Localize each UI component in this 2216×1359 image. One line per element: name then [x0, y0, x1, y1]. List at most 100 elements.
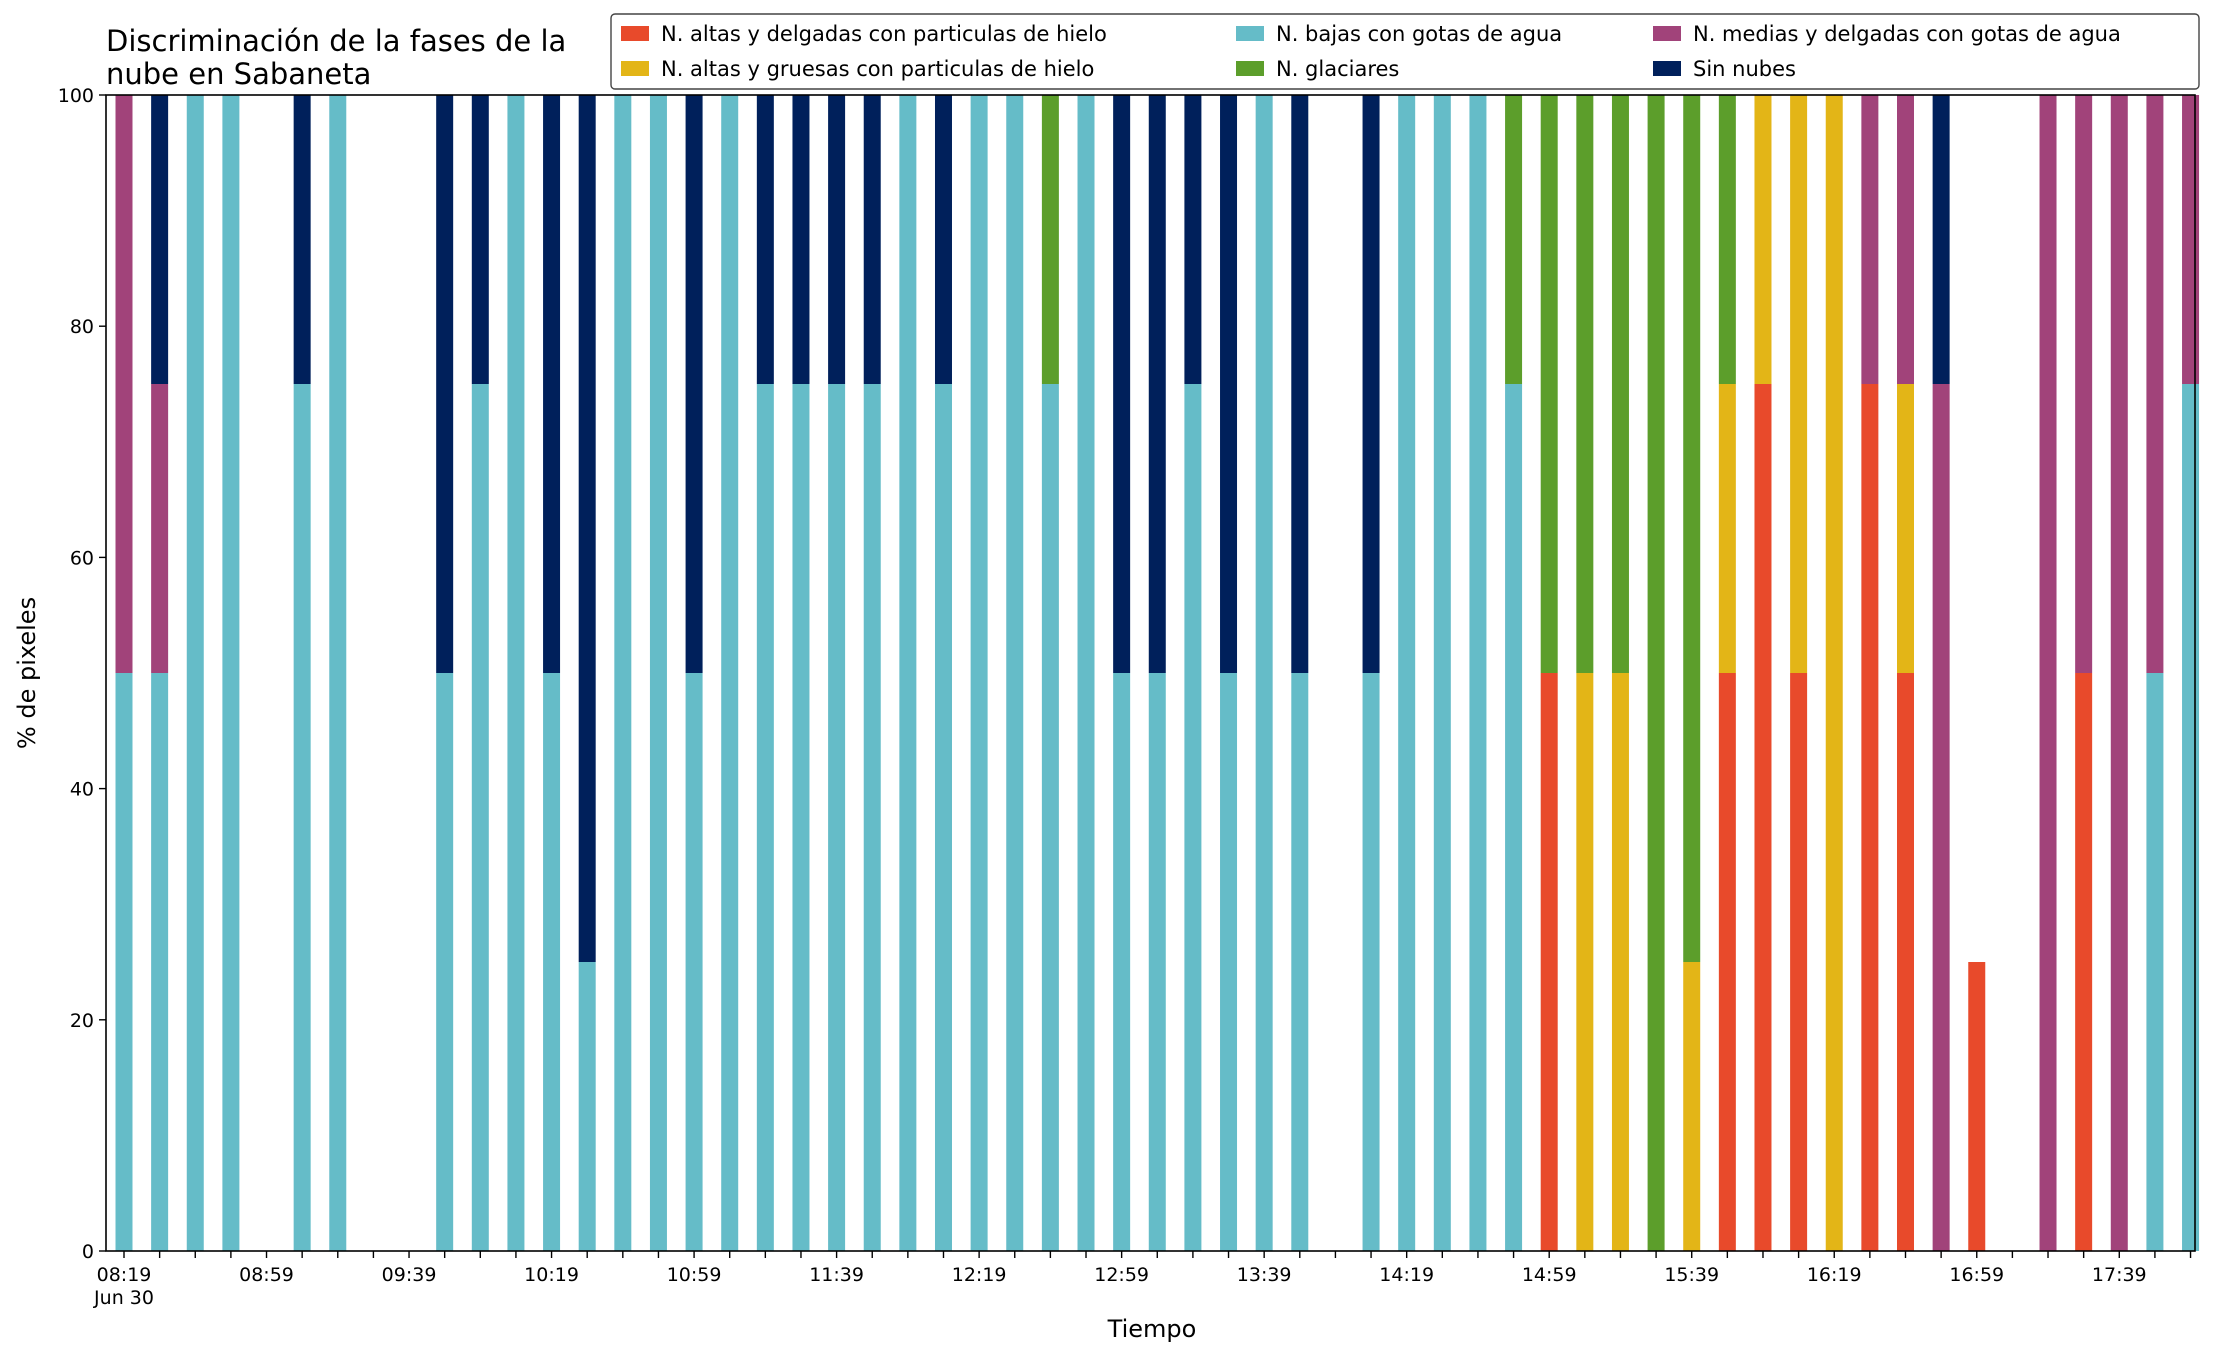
bar-segment-s4-49 [1861, 95, 1879, 384]
bar-segment-s2-5 [293, 384, 311, 1251]
legend: N. altas y delgadas con particulas de hi… [610, 13, 2200, 90]
legend-swatch [1236, 26, 1264, 41]
bar-segment-s2-21 [863, 384, 881, 1251]
bar-segment-s3-43 [1647, 95, 1665, 1251]
chart-title-line-1: Discriminación de la fases de la [106, 24, 566, 58]
bar-segment-s1-41 [1576, 673, 1594, 1251]
y-tick-label: 20 [70, 1010, 94, 1032]
bar-segment-s1-50 [1897, 384, 1914, 673]
bar-segment-s4-0 [115, 95, 133, 673]
bar-segment-s0-55 [2075, 673, 2093, 1251]
bar-segment-s2-12 [543, 673, 561, 1251]
legend-swatch [1653, 61, 1681, 76]
bars-layer [115, 95, 2200, 1251]
bar-segment-s4-57 [2146, 95, 2164, 673]
bar-segment-s4-51 [1932, 384, 1950, 1251]
bar-segment-s4-50 [1897, 95, 1914, 384]
legend-label: Sin nubes [1693, 57, 1796, 81]
bar-segment-s2-27 [1077, 95, 1095, 1251]
bar-segment-s2-2 [186, 95, 204, 1251]
bar-segment-s2-35 [1362, 673, 1380, 1251]
bar-segment-s0-52 [1968, 962, 1986, 1251]
x-tick-label: 12:19 [952, 1264, 1007, 1286]
bar-segment-s5-33 [1291, 95, 1309, 673]
bar-segment-s2-3 [222, 95, 240, 1251]
bar-segment-s5-20 [828, 95, 846, 384]
bar-segment-s2-28 [1113, 673, 1131, 1251]
y-tick-label: 60 [70, 547, 94, 569]
bar-segment-s5-35 [1362, 95, 1380, 673]
bar-segment-s2-39 [1505, 384, 1523, 1251]
bar-segment-s2-25 [1006, 95, 1024, 1251]
bar-segment-s1-46 [1754, 95, 1772, 384]
bar-segment-s2-37 [1433, 95, 1451, 1251]
bar-segment-s1-44 [1683, 962, 1701, 1251]
x-tick-label: 16:59 [1949, 1264, 2004, 1286]
bar-segment-s1-47 [1790, 95, 1808, 673]
x-tick-label: 12:59 [1094, 1264, 1149, 1286]
bar-segment-s2-26 [1041, 384, 1059, 1251]
bar-segment-s2-36 [1398, 95, 1416, 1251]
bar-segment-s2-15 [649, 95, 667, 1251]
bar-segment-s5-29 [1148, 95, 1166, 673]
bar-segment-s2-11 [507, 95, 525, 1251]
x-tick-label: 14:59 [1522, 1264, 1577, 1286]
legend-label: N. bajas con gotas de agua [1276, 22, 1562, 46]
legend-label: N. altas y gruesas con particulas de hie… [661, 57, 1094, 81]
bar-segment-s5-13 [578, 95, 596, 962]
x-tick-label: 10:59 [667, 1264, 722, 1286]
x-tick-label: 16:19 [1807, 1264, 1862, 1286]
x-tick-label: 14:19 [1379, 1264, 1434, 1286]
bar-segment-s2-19 [792, 384, 810, 1251]
y-axis: 0 20 40 60 80 100 [58, 85, 106, 1263]
bar-segment-s0-46 [1754, 384, 1772, 1251]
legend-swatch [621, 26, 649, 41]
bar-segment-s2-16 [685, 673, 703, 1251]
bar-segment-s1-42 [1611, 673, 1629, 1251]
legend-swatch [621, 61, 649, 76]
bar-segment-s2-9 [436, 673, 454, 1251]
y-tick-label: 0 [82, 1241, 94, 1263]
bar-segment-s4-56 [2110, 95, 2128, 1251]
chart-title-line-2: nube en Sabaneta [106, 57, 371, 91]
bar-segment-s5-51 [1932, 95, 1950, 384]
bar-segment-s4-1 [151, 384, 169, 673]
x-tick-label: 15:39 [1664, 1264, 1719, 1286]
bar-segment-s1-48 [1825, 95, 1843, 1251]
bar-segment-s5-12 [543, 95, 561, 673]
x-tick-label: 17:39 [2092, 1264, 2147, 1286]
bar-segment-s3-42 [1611, 95, 1629, 673]
bar-segment-s5-30 [1184, 95, 1202, 384]
legend-swatch [1653, 26, 1681, 41]
bar-segment-s2-18 [756, 384, 774, 1251]
bar-segment-s4-58 [2182, 95, 2200, 384]
legend-label: N. medias y delgadas con gotas de agua [1693, 22, 2121, 46]
plot-frame [105, 94, 2196, 1252]
x-tick-label: 08:59 [239, 1264, 294, 1286]
bar-segment-s3-39 [1505, 95, 1523, 384]
bar-segment-s5-5 [293, 95, 311, 384]
x-tick-label: 08:19 [97, 1264, 152, 1286]
bar-segment-s2-20 [828, 384, 846, 1251]
x-tick-label: 09:39 [382, 1264, 437, 1286]
bar-segment-s2-17 [721, 95, 739, 1251]
bar-segment-s0-50 [1897, 673, 1914, 1251]
bar-segment-s1-45 [1718, 384, 1736, 673]
bar-segment-s3-26 [1041, 95, 1059, 384]
bar-segment-s2-57 [2146, 673, 2164, 1251]
x-tick-label: 11:39 [809, 1264, 864, 1286]
bar-segment-s4-54 [2039, 95, 2057, 1251]
y-tick-label: 80 [70, 316, 94, 338]
bar-segment-s0-45 [1718, 673, 1736, 1251]
bar-segment-s3-44 [1683, 95, 1701, 962]
bar-segment-s2-1 [151, 673, 169, 1251]
bar-segment-s2-22 [899, 95, 917, 1251]
bar-segment-s0-40 [1540, 673, 1558, 1251]
bar-segment-s2-23 [934, 384, 952, 1251]
bar-segment-s2-6 [329, 95, 347, 1251]
bar-segment-s5-21 [863, 95, 881, 384]
legend-swatch [1236, 61, 1264, 76]
x-tick-label: 13:39 [1237, 1264, 1292, 1286]
bar-segment-s5-16 [685, 95, 703, 673]
